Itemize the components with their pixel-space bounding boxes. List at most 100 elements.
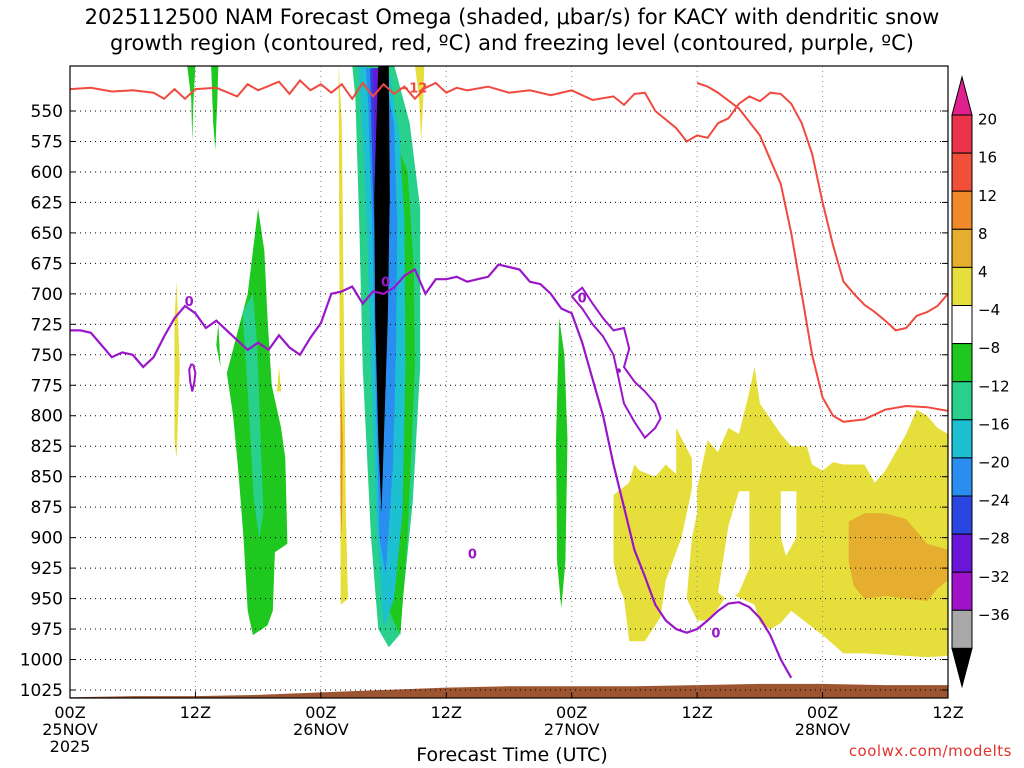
colorbar-label-8: −16 bbox=[978, 415, 1010, 433]
colorbar-label-9: −20 bbox=[978, 453, 1010, 471]
y-tick-850: 850 bbox=[31, 468, 63, 488]
x-tick-72-1: 28NOV bbox=[795, 720, 851, 739]
contour-labels: −12 0 0 0 0 0 bbox=[185, 82, 721, 642]
colorbar-swatch-8 bbox=[951, 419, 973, 459]
y-tick-750: 750 bbox=[31, 346, 63, 366]
plot-frame bbox=[69, 65, 949, 699]
x-tick-0-1: 25NOV bbox=[42, 720, 98, 739]
colorbar-swatch-0 bbox=[951, 114, 973, 154]
y-tick-900: 900 bbox=[31, 529, 63, 549]
omega-region-2 bbox=[216, 324, 221, 367]
omega-region-7 bbox=[338, 66, 348, 605]
dgz-contour-lower bbox=[696, 82, 948, 423]
colorbar: 20 16 12 8 4 −4 −8 −12 −16 −20 −24 −28 −32 −36 bbox=[951, 75, 1010, 689]
colorbar-label-10: −24 bbox=[978, 492, 1010, 510]
freezing-level-small-loop bbox=[188, 363, 197, 392]
colorbar-label-4: 4 bbox=[978, 263, 988, 281]
omega-region-19 bbox=[613, 427, 692, 642]
x-tick-72-0: 00Z bbox=[807, 703, 838, 722]
y-tick-575: 575 bbox=[31, 132, 63, 152]
colorbar-swatch-12 bbox=[951, 571, 973, 611]
omega-region-21 bbox=[718, 491, 750, 601]
x-tick-48-0: 00Z bbox=[556, 703, 587, 722]
y-tick-700: 700 bbox=[31, 285, 63, 305]
omega-region-17 bbox=[374, 66, 390, 514]
colorbar-label-12: −32 bbox=[978, 568, 1010, 586]
omega-region-6 bbox=[277, 367, 282, 392]
x-tick-24-0: 00Z bbox=[305, 703, 336, 722]
omega-region-20 bbox=[686, 367, 948, 658]
freezing-label-1: 0 bbox=[185, 295, 194, 310]
y-tick-625: 625 bbox=[31, 193, 63, 213]
colorbar-swatch-3 bbox=[951, 228, 973, 268]
colorbar-top-arrow bbox=[951, 75, 973, 116]
omega-region-8 bbox=[340, 367, 343, 538]
colorbar-label-5: −4 bbox=[978, 301, 1000, 319]
colorbar-swatch-10 bbox=[951, 495, 973, 535]
colorbar-label-1: 16 bbox=[978, 149, 997, 167]
freezing-label-3: 0 bbox=[578, 291, 587, 306]
y-tick-1025: 1025 bbox=[20, 681, 63, 701]
omega-region-4 bbox=[242, 293, 264, 538]
chart-title: 2025112500 NAM Forecast Omega (shaded, μ… bbox=[84, 5, 940, 55]
grid-lines bbox=[70, 66, 948, 698]
colorbar-label-3: 8 bbox=[978, 225, 988, 243]
y-tick-825: 825 bbox=[31, 437, 63, 457]
x-tick-0-2: 2025 bbox=[50, 737, 91, 756]
freezing-label-2: 0 bbox=[381, 276, 390, 291]
y-tick-800: 800 bbox=[31, 407, 63, 427]
x-tick-0-0: 00Z bbox=[54, 703, 85, 722]
omega-region-0 bbox=[187, 66, 196, 142]
y-tick-875: 875 bbox=[31, 498, 63, 518]
colorbar-swatch-4 bbox=[951, 266, 973, 306]
y-tick-925: 925 bbox=[31, 559, 63, 579]
colorbar-label-11: −28 bbox=[978, 530, 1010, 548]
x-tick-36-0: 12Z bbox=[431, 703, 462, 722]
freezing-level-loop bbox=[570, 286, 662, 440]
colorbar-swatch-2 bbox=[951, 190, 973, 230]
colorbar-label-0: 20 bbox=[978, 111, 997, 129]
freezing-label-4: 0 bbox=[468, 547, 477, 562]
x-axis-title: Forecast Time (UTC) bbox=[416, 744, 608, 766]
contour-lines bbox=[70, 79, 948, 679]
dgz-contour-upper bbox=[70, 79, 948, 332]
y-tick-950: 950 bbox=[31, 590, 63, 610]
freezing-dot bbox=[616, 368, 621, 373]
y-axis-ticks: 550 575 600 625 650 675 700 725 750 775 800 825 850 8… bbox=[20, 102, 948, 701]
y-tick-725: 725 bbox=[31, 315, 63, 335]
y-tick-775: 775 bbox=[31, 376, 63, 396]
colorbar-label-6: −8 bbox=[978, 339, 1000, 357]
y-tick-650: 650 bbox=[31, 224, 63, 244]
colorbar-swatch-11 bbox=[951, 533, 973, 573]
colorbar-swatch-6 bbox=[951, 343, 973, 383]
freezing-level-contour bbox=[70, 263, 793, 679]
omega-region-1 bbox=[211, 66, 219, 150]
y-tick-975: 975 bbox=[31, 620, 63, 640]
x-tick-24-1: 26NOV bbox=[293, 720, 349, 739]
omega-shading bbox=[70, 66, 948, 698]
omega-region-5 bbox=[174, 281, 180, 459]
y-tick-550: 550 bbox=[31, 102, 63, 122]
dgz-label: −12 bbox=[398, 82, 427, 97]
x-tick-48-1: 27NOV bbox=[544, 720, 600, 739]
colorbar-label-2: 12 bbox=[978, 187, 997, 205]
y-tick-600: 600 bbox=[31, 163, 63, 183]
colorbar-swatch-9 bbox=[951, 457, 973, 497]
x-tick-12-0: 12Z bbox=[180, 703, 211, 722]
x-tick-84-0: 12Z bbox=[932, 703, 963, 722]
omega-region-10 bbox=[415, 66, 425, 142]
colorbar-label-7: −12 bbox=[978, 377, 1010, 395]
omega-region-18 bbox=[556, 318, 568, 609]
colorbar-swatch-1 bbox=[951, 152, 973, 192]
colorbar-bottom-arrow bbox=[951, 647, 973, 689]
colorbar-swatch-13 bbox=[951, 609, 973, 649]
colorbar-label-13: −36 bbox=[978, 606, 1010, 624]
y-tick-1000: 1000 bbox=[20, 651, 63, 671]
colorbar-swatch-7 bbox=[951, 381, 973, 421]
x-tick-60-0: 12Z bbox=[681, 703, 712, 722]
freezing-label-5: 0 bbox=[711, 627, 720, 642]
omega-region-23 bbox=[848, 513, 948, 601]
colorbar-swatch-5 bbox=[951, 305, 973, 345]
